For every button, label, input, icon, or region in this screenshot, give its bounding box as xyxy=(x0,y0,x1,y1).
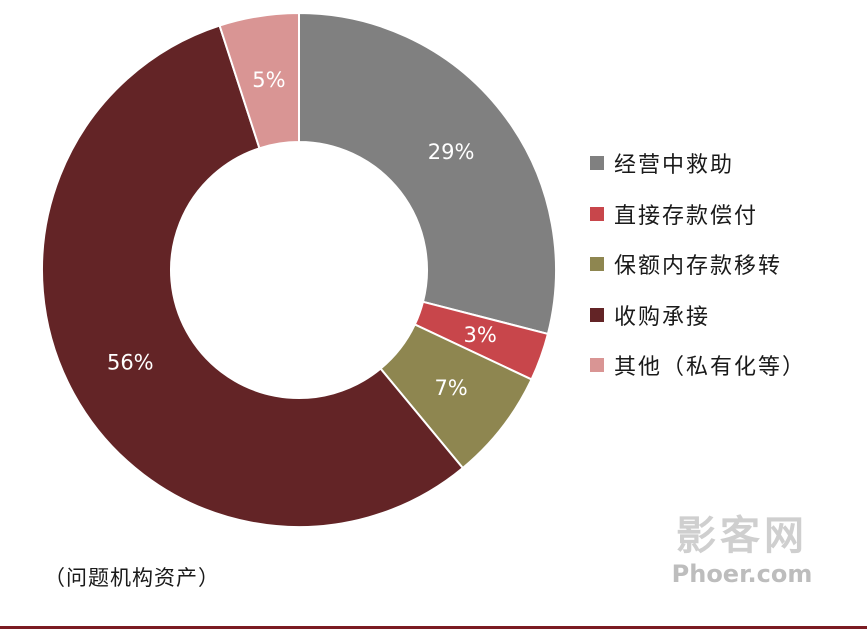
legend-swatch xyxy=(590,358,604,373)
legend-item-insured-deposit-transfer: 保额内存款移转 xyxy=(590,239,860,290)
legend-swatch xyxy=(590,206,604,221)
legend-label: 直接存款偿付 xyxy=(614,203,759,229)
legend-swatch xyxy=(590,257,604,272)
legend-item-purchase-assumption: 收购承接 xyxy=(590,290,860,341)
legend-label: 保额内存款移转 xyxy=(614,254,783,280)
slice-label-insured-deposit-transfer: 7% xyxy=(434,376,467,400)
slice-other xyxy=(218,11,300,150)
legend-label: 收购承接 xyxy=(614,304,711,330)
legend-item-direct-payoff: 直接存款偿付 xyxy=(590,189,860,240)
slice-purchase-assumption xyxy=(41,24,465,528)
watermark-logo: 影客网 Phoer.com xyxy=(652,512,832,588)
chart-note: （问题机构资产） xyxy=(44,566,220,590)
bottom-rule xyxy=(0,626,867,629)
watermark-cn: 影客网 xyxy=(676,513,808,559)
legend-swatch xyxy=(590,156,604,171)
legend-label: 经营中救助 xyxy=(614,153,735,179)
legend-label: 其他（私有化等） xyxy=(614,355,807,381)
slice-operating-assistance xyxy=(298,11,557,336)
legend-item-operating-assistance: 经营中救助 xyxy=(590,138,860,189)
slice-label-direct-payoff: 3% xyxy=(463,323,496,347)
slice-label-operating-assistance: 29% xyxy=(428,140,475,164)
watermark-en: Phoer.com xyxy=(671,560,813,588)
slice-label-other: 5% xyxy=(252,68,285,92)
slice-label-purchase-assumption: 56% xyxy=(107,351,154,375)
chart-legend: 经营中救助 直接存款偿付 保额内存款移转 收购承接 其他（私有化等） xyxy=(590,138,860,391)
legend-swatch xyxy=(590,307,604,322)
legend-item-other: 其他（私有化等） xyxy=(590,340,860,391)
